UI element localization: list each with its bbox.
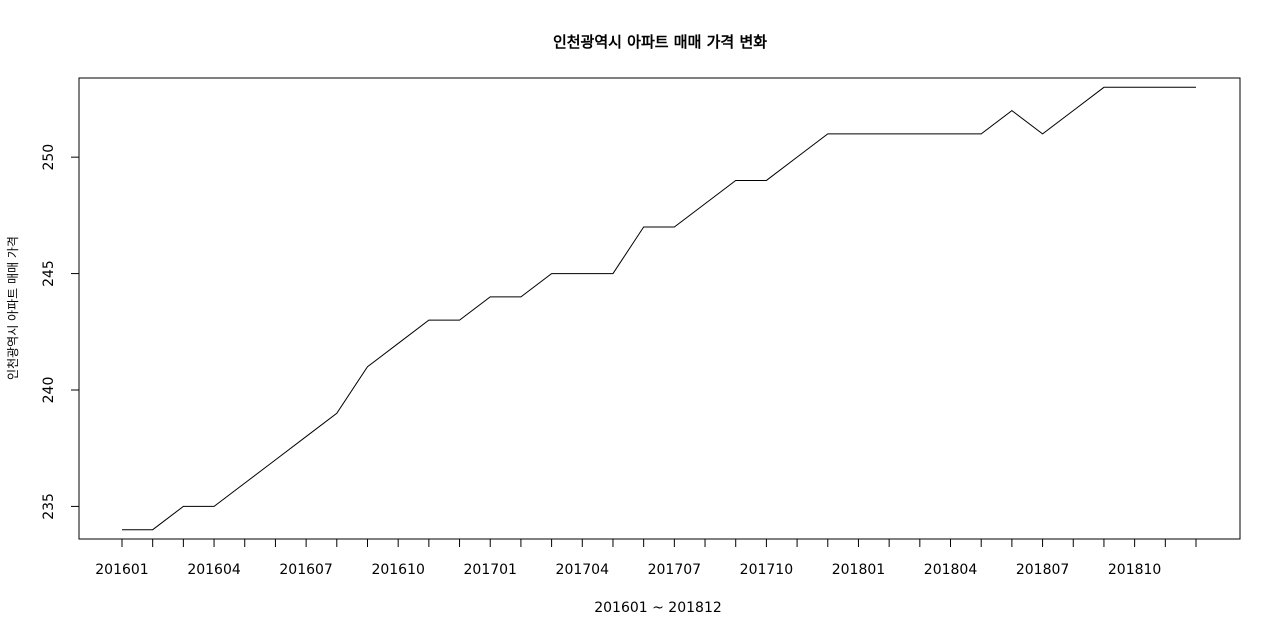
x-tick-label: 201610 xyxy=(371,562,424,578)
x-tick-label: 201601 xyxy=(95,562,148,578)
y-axis: 235 240 245 250 xyxy=(41,144,80,520)
x-axis-label: 201601 ~ 201812 xyxy=(594,600,722,616)
x-tick-label: 201710 xyxy=(740,562,793,578)
x-tick-label: 201707 xyxy=(648,562,701,578)
x-tick-label: 201801 xyxy=(832,562,885,578)
series-line xyxy=(122,86,1196,531)
y-tick-label: 245 xyxy=(41,260,57,287)
y-tick-label: 240 xyxy=(41,377,57,404)
y-tick-label: 250 xyxy=(41,144,57,171)
x-tick-label: 201810 xyxy=(1108,562,1161,578)
x-tick-label: 201804 xyxy=(924,562,978,578)
y-axis-label: 인천광역시 아파트 매매 가격 xyxy=(5,236,20,380)
y-tick-label: 235 xyxy=(41,493,57,520)
x-tick-label: 201807 xyxy=(1016,562,1069,578)
x-tick-label: 201604 xyxy=(187,562,241,578)
plot-frame xyxy=(78,77,1241,540)
x-tick-label: 201704 xyxy=(556,562,610,578)
x-axis: 201601 201604 201607 201610 201701 201704 2017… xyxy=(95,538,1197,578)
chart-title: 인천광역시 아파트 매매 가격 변화 xyxy=(553,33,767,51)
x-tick-label: 201701 xyxy=(464,562,517,578)
x-tick-label: 201607 xyxy=(279,562,332,578)
